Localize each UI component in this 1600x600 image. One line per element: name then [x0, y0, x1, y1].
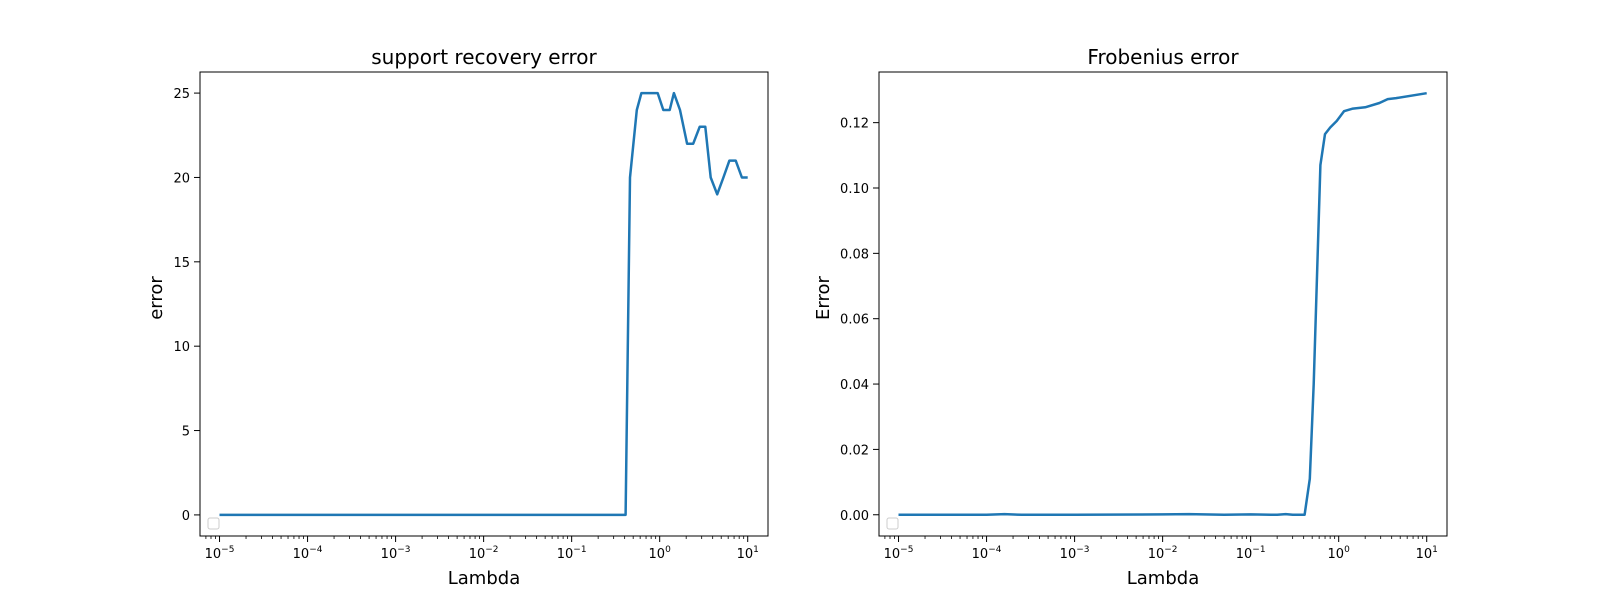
y-tick-label: 0.02	[840, 443, 869, 458]
right-chart-frobenius-error: Frobenius error Lambda Error 10−5 10−4 10−…	[813, 45, 1448, 589]
axes-frame	[199, 71, 769, 537]
tick-layer: 10−5 10−4 10−3 10−2 10−1 100 101 0 5 10 15 20 25	[173, 87, 758, 562]
tick-layer: 10−5 10−4 10−3 10−2 10−1 100 101 0.00 0.02 0.04 0.…	[840, 117, 1438, 562]
axes-frame	[878, 71, 1448, 537]
x-tick-label: 10−1	[557, 545, 587, 562]
y-tick-label: 0.06	[840, 313, 869, 328]
y-tick-label: 0.12	[840, 117, 869, 132]
y-tick-label: 5	[182, 425, 190, 440]
chart-title: Frobenius error	[1087, 45, 1239, 69]
y-tick-label: 10	[173, 340, 190, 355]
x-tick-label: 10−4	[293, 545, 323, 562]
x-tick-label: 10−5	[884, 545, 914, 562]
series-line	[219, 91, 748, 517]
x-tick-label: 10−2	[469, 545, 499, 562]
x-tick-label: 100	[1328, 545, 1351, 562]
y-axis-label: Error	[813, 275, 834, 319]
y-tick-label: 20	[173, 171, 190, 186]
x-axis-label: Lambda	[1127, 568, 1199, 589]
y-tick-label: 25	[173, 87, 190, 102]
y-tick-label: 0.04	[840, 378, 869, 393]
legend-box	[207, 517, 220, 530]
x-tick-label: 10−2	[1148, 545, 1178, 562]
x-axis-label: Lambda	[448, 568, 520, 589]
y-tick-label: 0.00	[840, 509, 869, 524]
x-tick-label: 101	[737, 545, 759, 562]
x-tick-label: 10−1	[1236, 545, 1266, 562]
y-tick-label: 0.08	[840, 247, 869, 262]
y-tick-label: 0	[182, 509, 190, 524]
x-tick-label: 10−3	[1060, 545, 1090, 562]
x-tick-label: 10−4	[972, 545, 1002, 562]
x-tick-label: 10−5	[205, 545, 235, 562]
x-tick-label: 10−3	[381, 545, 411, 562]
x-tick-label: 101	[1416, 545, 1438, 562]
legend-box	[886, 517, 899, 530]
y-tick-label: 15	[173, 256, 190, 271]
y-axis-label: error	[146, 276, 167, 320]
chart-title: support recovery error	[371, 45, 597, 69]
plot-area	[219, 91, 748, 517]
left-chart-support-recovery-error: support recovery error Lambda error 10−5…	[146, 45, 769, 589]
x-tick-label: 100	[649, 545, 672, 562]
plot-area	[898, 91, 1427, 517]
series-line	[898, 91, 1427, 517]
y-tick-label: 0.10	[840, 182, 869, 197]
